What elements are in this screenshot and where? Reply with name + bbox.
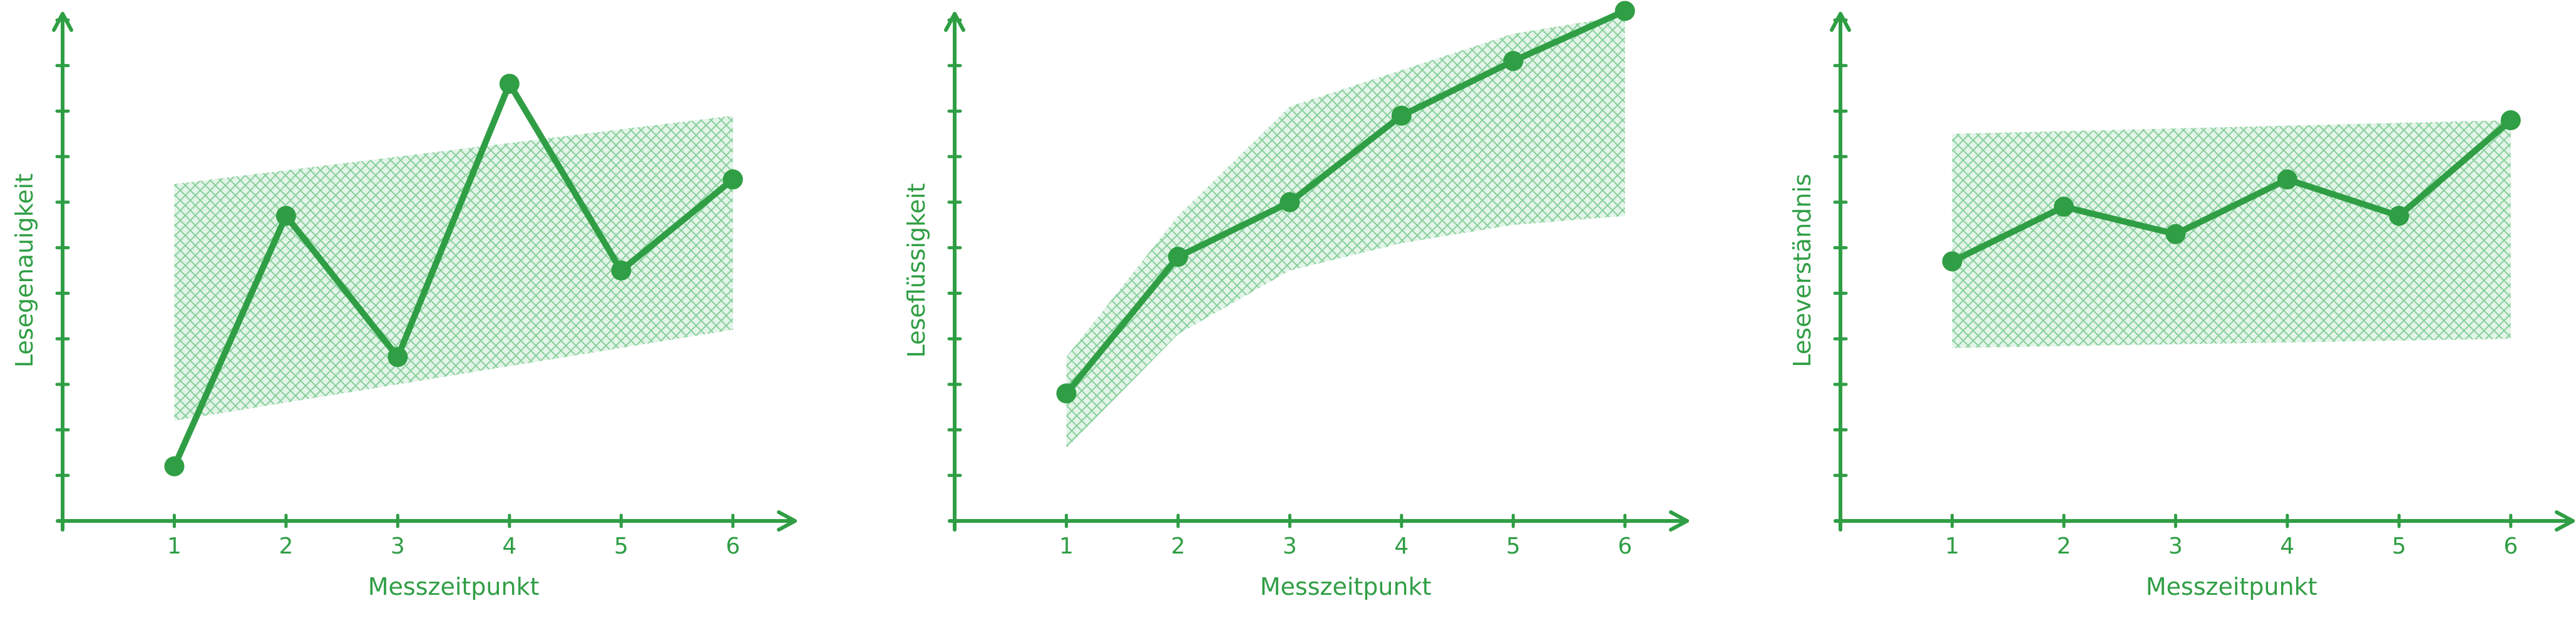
x-tick-label: 5 xyxy=(1506,533,1521,559)
data-point xyxy=(275,205,296,226)
data-point xyxy=(611,260,632,281)
data-point xyxy=(1280,192,1300,212)
x-tick-label: 4 xyxy=(1394,533,1409,559)
x-tick-label: 4 xyxy=(502,533,516,559)
x-axis-arrow-icon xyxy=(1669,510,1689,532)
x-axis-arrow-icon xyxy=(777,510,797,532)
data-point xyxy=(1942,251,1963,272)
y-axis-title: Leseflüssigkeit xyxy=(903,183,930,358)
y-axis-arrow-icon xyxy=(1830,12,1851,32)
confidence-band xyxy=(1952,120,2511,348)
x-tick-label: 1 xyxy=(1945,533,1959,559)
x-tick-label: 1 xyxy=(1059,533,1074,559)
y-axis-title: Leseverständnis xyxy=(1788,173,1816,367)
x-tick-label: 2 xyxy=(1171,533,1185,559)
data-point xyxy=(387,347,408,368)
x-tick-label: 6 xyxy=(1618,533,1632,559)
data-point xyxy=(2165,224,2186,244)
x-tick-label: 1 xyxy=(167,533,182,559)
x-axis-title: Messzeitpunkt xyxy=(1260,573,1432,600)
chart-panel-3: 1 2 3 4 5 6 Messzeitpunkt Leseverständnis xyxy=(1788,12,2575,600)
data-point xyxy=(2053,197,2074,217)
x-tick-label: 3 xyxy=(2168,533,2183,559)
x-axis-arrow-icon xyxy=(2555,510,2575,532)
series-line xyxy=(1949,117,2514,265)
data-point xyxy=(2277,169,2297,190)
series-line xyxy=(171,80,736,470)
data-point xyxy=(2500,110,2521,130)
data-point xyxy=(499,73,520,94)
data-point xyxy=(1167,247,1188,267)
x-tick-label: 4 xyxy=(2280,533,2294,559)
chart-panel-1: 1 2 3 4 5 6 Messzeitpunkt Lesegenauigkeit xyxy=(11,12,797,600)
chart-panel-2: 1 2 3 4 5 6 Messzeitpunkt Leseflüssigkeit xyxy=(903,1,1689,600)
series-line xyxy=(1063,8,1628,397)
data-point xyxy=(1391,105,1412,126)
x-tick-label: 6 xyxy=(2503,533,2518,559)
x-tick-label: 5 xyxy=(2392,533,2406,559)
x-tick-label: 3 xyxy=(1283,533,1297,559)
data-point xyxy=(2389,205,2409,226)
x-tick-label: 2 xyxy=(2056,533,2071,559)
y-axis-arrow-icon xyxy=(52,12,73,32)
x-tick-label: 5 xyxy=(614,533,629,559)
x-axis-title: Messzeitpunkt xyxy=(2146,573,2317,600)
x-axis-title: Messzeitpunkt xyxy=(368,573,540,600)
y-axis-arrow-icon xyxy=(944,12,965,32)
x-tick-label: 6 xyxy=(726,533,740,559)
data-point xyxy=(722,169,743,190)
confidence-band xyxy=(1066,15,1625,448)
data-point xyxy=(1614,1,1635,21)
y-axis-title: Lesegenauigkeit xyxy=(11,173,38,368)
data-point xyxy=(164,456,185,476)
x-tick-label: 2 xyxy=(279,533,293,559)
data-point xyxy=(1056,383,1077,404)
x-tick-label: 3 xyxy=(391,533,405,559)
data-point xyxy=(1503,51,1524,71)
confidence-band xyxy=(174,115,733,421)
